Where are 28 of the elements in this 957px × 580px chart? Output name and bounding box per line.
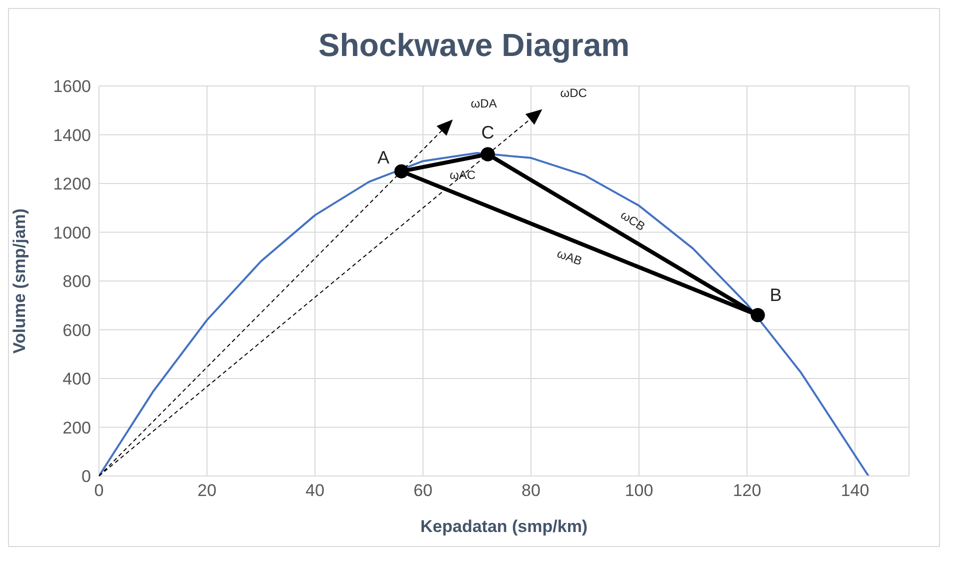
annotation: ωAB — [555, 246, 584, 268]
y-tick-label: 1200 — [53, 174, 91, 194]
x-tick-label: 100 — [624, 481, 654, 500]
annotation: ωAC — [450, 168, 476, 182]
y-tick-label: 600 — [62, 320, 91, 340]
x-tick-label: 80 — [522, 481, 540, 500]
annotation: B — [770, 285, 782, 306]
annotation: ωDA — [470, 96, 497, 111]
annotation: ωDC — [560, 86, 588, 100]
x-tick-label: 140 — [840, 481, 870, 500]
y-tick-label: 1400 — [53, 126, 91, 145]
x-axis-title: Kepadatan (smp/km) — [420, 517, 588, 536]
x-tick-label: 20 — [198, 481, 216, 500]
x-tick-label: 40 — [306, 481, 324, 500]
y-tick-label: 0 — [82, 467, 91, 486]
y-tick-label: 800 — [62, 272, 91, 292]
x-tick-label: 120 — [732, 481, 762, 500]
y-tick-label: 200 — [62, 418, 91, 438]
x-tick-label: 60 — [414, 481, 432, 500]
x-tick-label: 0 — [94, 481, 104, 500]
y-tick-label: 1000 — [53, 223, 91, 242]
y-axis-title: Volume (smp/jam) — [10, 208, 30, 354]
annotation: A — [377, 147, 390, 168]
chart-title: Shockwave Diagram — [317, 26, 631, 65]
y-tick-label: 400 — [62, 370, 91, 389]
y-tick-label: 1600 — [53, 77, 91, 96]
annotation: ωCB — [618, 208, 648, 234]
annotation: C — [481, 122, 494, 142]
